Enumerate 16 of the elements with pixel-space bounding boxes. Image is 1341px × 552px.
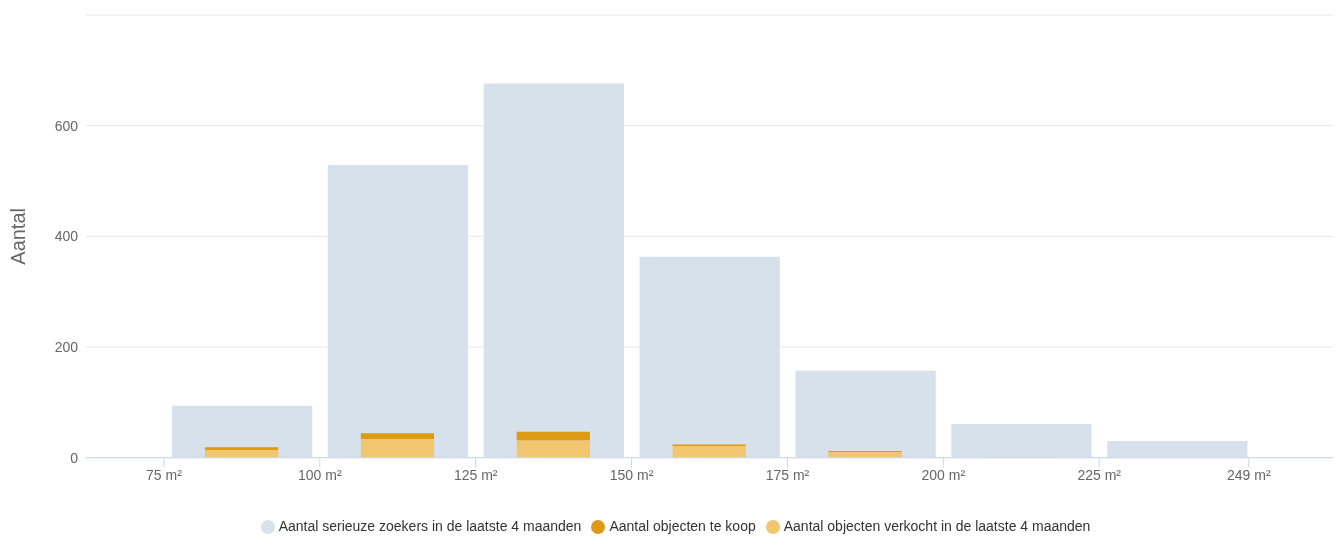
x-tick-label: 100 m² xyxy=(298,466,342,483)
x-tick-label: 150 m² xyxy=(609,466,654,483)
y-tick-label: 200 xyxy=(54,339,79,355)
x-tick-label: 249 m² xyxy=(1227,466,1271,483)
x-tick-label: 125 m² xyxy=(453,466,498,483)
x-tick-label: 225 m² xyxy=(1077,466,1122,483)
y-tick-label: 600 xyxy=(54,117,79,134)
y-tick-label: 400 xyxy=(54,228,79,245)
legend-label: Aantal objecten te koop xyxy=(609,517,756,534)
x-tick-label: 200 m² xyxy=(921,466,966,483)
x-tick-label: 175 m² xyxy=(765,466,810,483)
legend-label: Aantal serieuze zoekers in de laatste 4 maanden xyxy=(278,517,582,534)
legend-label: Aantal objecten verkocht in de laatste 4 maanden xyxy=(783,517,1091,534)
y-axis-title: Aantal xyxy=(7,207,30,265)
y-tick-label: 0 xyxy=(70,449,79,466)
x-tick-label: 75 m² xyxy=(146,466,183,483)
